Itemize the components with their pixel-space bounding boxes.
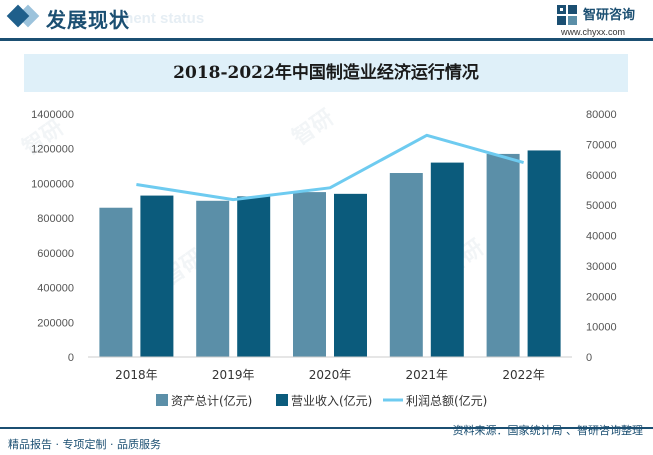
- x-tick-label: 2022年: [502, 368, 545, 382]
- y-right-tick-label: 70000: [586, 139, 617, 151]
- y-right-tick-label: 20000: [586, 291, 617, 303]
- legend: 资产总计(亿元) 营业收入(亿元) 利润总额(亿元): [156, 393, 487, 408]
- y-right-tick-label: 10000: [586, 322, 617, 334]
- legend-label: 利润总额(亿元): [406, 393, 487, 408]
- page-header: ment status 发展现状 智研咨询 www.chyxx.com: [0, 0, 653, 41]
- bar-revenue: [430, 162, 464, 357]
- y-left-tick-label: 600000: [37, 248, 74, 260]
- brand-url: www.chyxx.com: [561, 27, 626, 37]
- y-right-tick-label: 0: [586, 352, 592, 364]
- header-divider: [0, 38, 653, 41]
- bar-assets: [389, 173, 423, 357]
- y-left-tick-label: 1400000: [31, 109, 74, 121]
- y-left-tick-label: 200000: [37, 317, 74, 329]
- line-profit: [136, 133, 525, 202]
- bar-series: [99, 150, 561, 357]
- legend-swatch: [156, 394, 168, 406]
- brand-name: 智研咨询: [583, 8, 636, 23]
- y-axis-left: 0 200000 400000 600000 800000 1000000 1200000 1…: [31, 109, 74, 364]
- y-left-tick-label: 1200000: [31, 144, 74, 156]
- legend-swatch: [276, 394, 288, 406]
- chart-title: 2018-2022年中国制造业经济运行情况: [173, 63, 479, 83]
- header-title: 发展现状: [46, 8, 130, 32]
- y-right-tick-label: 50000: [586, 200, 617, 212]
- legend-label: 资产总计(亿元): [171, 393, 252, 408]
- bar-revenue: [527, 150, 561, 357]
- bar-assets: [486, 153, 520, 357]
- x-tick-label: 2020年: [309, 368, 352, 382]
- brand-logo-icon: [557, 5, 577, 25]
- bar-assets: [196, 200, 230, 357]
- bar-revenue: [334, 193, 367, 357]
- y-right-tick-label: 80000: [586, 109, 617, 121]
- bar-assets: [99, 207, 133, 357]
- chart-title-band: 2018-2022年中国制造业经济运行情况: [24, 54, 628, 92]
- x-tick-label: 2021年: [406, 368, 449, 382]
- y-right-tick-label: 60000: [586, 170, 617, 182]
- legend-label: 营业收入(亿元): [291, 393, 372, 408]
- bar-revenue: [237, 196, 271, 357]
- x-tick-label: 2018年: [115, 368, 158, 382]
- y-right-tick-label: 40000: [586, 231, 617, 243]
- y-left-tick-label: 1000000: [31, 178, 74, 190]
- bar-assets: [293, 192, 326, 357]
- line-series: [136, 133, 525, 202]
- x-tick-label: 2019年: [212, 368, 255, 382]
- footer-divider: [0, 427, 653, 429]
- y-right-tick-label: 30000: [586, 261, 617, 273]
- y-left-tick-label: 0: [68, 352, 74, 364]
- footer-tagline: 精品报告 · 专项定制 · 品质服务: [8, 438, 161, 451]
- y-left-tick-label: 800000: [37, 213, 74, 225]
- y-left-tick-label: 400000: [37, 283, 74, 295]
- x-axis: 2018年 2019年 2020年 2021年 2022年: [115, 368, 545, 382]
- header-subtitle: ment status: [120, 10, 205, 27]
- footer-source: 资料来源：国家统计局 、智研咨询整理: [452, 424, 644, 437]
- chart-area: 0200000400000600000800000100000012000001…: [31, 109, 617, 408]
- bar-revenue: [140, 195, 174, 357]
- y-axis-right: 0 10000 20000 30000 40000 50000 60000 70000 8000…: [586, 109, 617, 364]
